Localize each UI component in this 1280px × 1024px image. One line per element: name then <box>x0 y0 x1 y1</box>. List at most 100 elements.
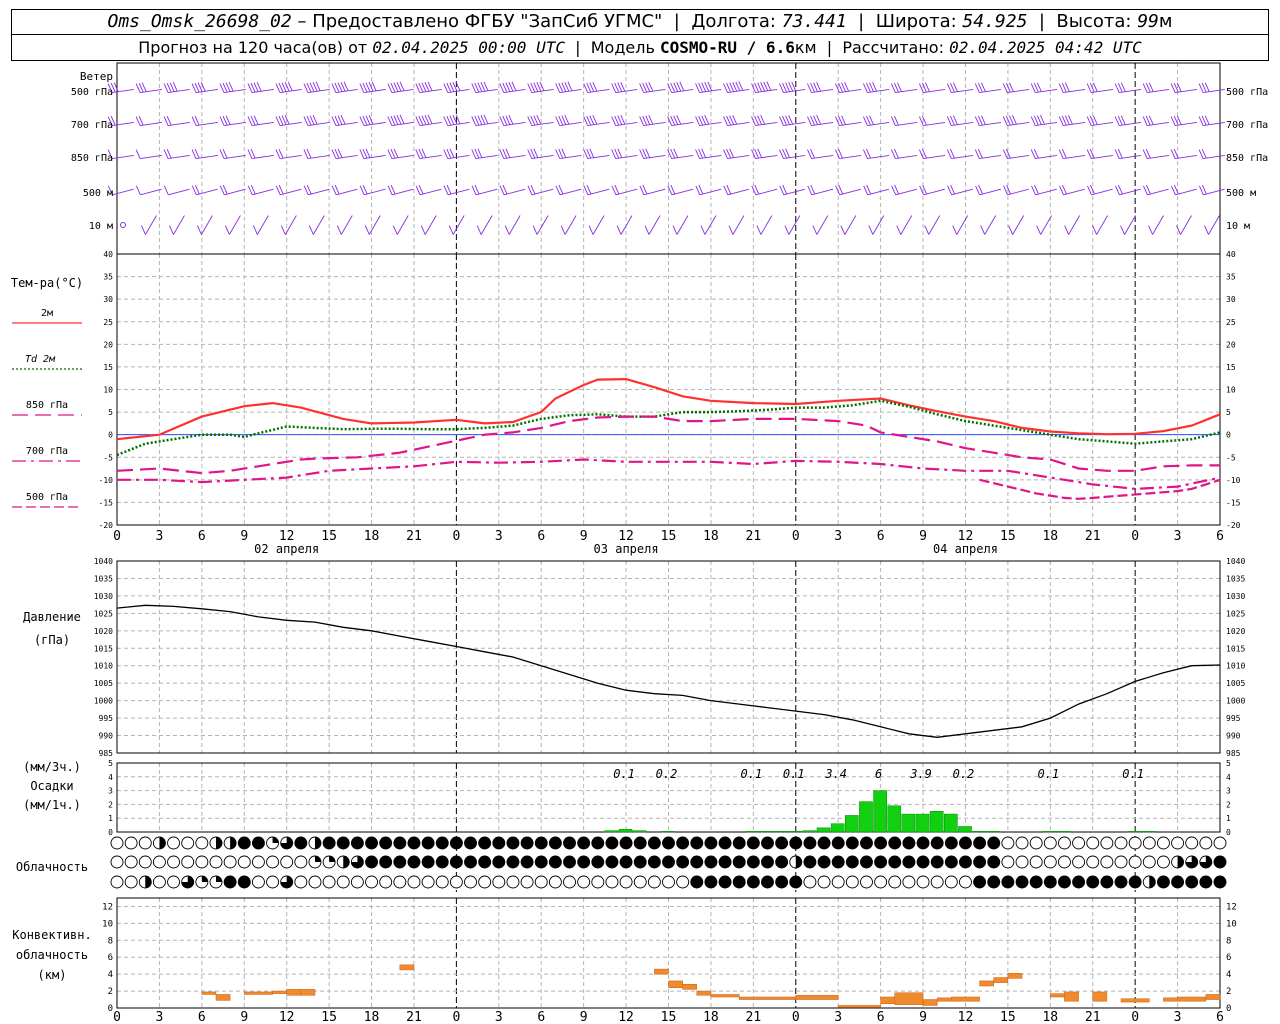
wind-barb <box>387 148 414 159</box>
cloud-symbol <box>379 836 393 850</box>
cloud-symbol <box>266 855 280 869</box>
wind-barb <box>946 115 974 126</box>
wind-barb <box>616 215 633 235</box>
cloud-symbol <box>803 855 817 869</box>
wind-level-label-right: 850 гПа <box>1226 153 1268 164</box>
pressure-tick-left: 1010 <box>94 662 113 671</box>
cloud-symbol <box>1114 875 1128 889</box>
wind-barb <box>1030 148 1058 159</box>
wind-barb <box>1114 82 1142 93</box>
cloud-symbol <box>916 836 930 850</box>
temp-tick-right: 40 <box>1226 250 1236 259</box>
cloud-symbol <box>195 836 209 850</box>
cloud-symbol <box>987 855 1001 869</box>
pressure-unit: (гПа) <box>34 633 70 647</box>
conv-cloud-bar <box>215 994 231 1001</box>
cloud-symbol <box>888 875 902 889</box>
conv-cloud-bar <box>201 991 217 995</box>
cloud-symbol <box>817 875 831 889</box>
wind-barb <box>308 215 325 235</box>
wind-barb <box>611 82 638 93</box>
wind-barb <box>1002 82 1030 93</box>
cloud-symbol <box>1072 836 1086 850</box>
temp-tick-right: 25 <box>1226 318 1236 327</box>
wind-level-label-left: 700 гПа <box>71 120 113 131</box>
cloud-symbol <box>393 875 407 889</box>
cloud-symbol <box>775 855 789 869</box>
wind-level-label-left: 850 гПа <box>71 153 113 164</box>
precip-unit-3h: (мм/3ч.) <box>23 760 81 774</box>
precip-bar <box>944 813 958 833</box>
cloud-symbol <box>959 855 972 869</box>
wind-barb <box>1120 215 1136 235</box>
temp-series-line <box>116 377 1221 441</box>
cloud-symbol <box>195 855 209 869</box>
conv-cloud-bar <box>272 990 287 994</box>
cloud-symbol <box>1029 836 1043 850</box>
conv-cloud-bar <box>654 968 669 975</box>
cloud-symbol <box>1156 875 1170 889</box>
wind-barb <box>527 115 554 126</box>
legend-850-label: 850 гПа <box>26 400 68 411</box>
cloud-symbol <box>732 836 746 850</box>
cloud-symbol <box>1128 836 1142 850</box>
precip-tick-right: 0 <box>1226 828 1231 837</box>
wind-barb <box>504 215 521 235</box>
cloud-symbol <box>1100 836 1114 850</box>
cloud-symbol <box>237 836 251 850</box>
cloud-symbol-fill <box>145 876 152 888</box>
conv-cloud-bar <box>1120 998 1150 1003</box>
wind-barb <box>890 82 918 93</box>
temp-tick-right: -20 <box>1226 521 1241 530</box>
x-tick-label: 3 <box>1174 529 1182 544</box>
wind-level-label-left: 500 гПа <box>71 87 113 98</box>
cloud-symbol <box>435 875 449 889</box>
cloud-symbol <box>831 855 845 869</box>
cloud-symbol <box>449 875 463 889</box>
pressure-tick-left: 995 <box>99 714 114 723</box>
cloud-symbol <box>336 836 350 850</box>
precip-sum-label: 0.2 <box>953 767 975 781</box>
cloud-symbol <box>350 836 364 850</box>
conv-cloud-bar <box>795 995 839 1000</box>
wind-barb <box>1170 82 1197 93</box>
wind-barb <box>247 184 274 196</box>
cloud-symbol <box>110 875 124 889</box>
wind-barb <box>252 215 269 235</box>
cloud-symbol <box>1128 875 1142 889</box>
x-tick-label-bottom: 9 <box>580 1010 588 1024</box>
cloud-symbol <box>421 875 435 889</box>
pressure-tick-right: 1030 <box>1226 592 1245 601</box>
cloud-symbol-fill <box>314 837 321 849</box>
conv-tick-right: 0 <box>1226 1004 1231 1014</box>
cloud-symbol <box>1171 836 1185 850</box>
cloud-symbol <box>167 836 181 850</box>
x-tick-label: 3 <box>834 529 842 544</box>
wind-barb <box>331 115 358 126</box>
wind-barb <box>303 81 330 93</box>
wind-barb <box>1170 184 1197 196</box>
separator: | <box>852 11 870 32</box>
cloud-symbol <box>775 875 789 889</box>
wind-barb <box>191 184 218 196</box>
wind-barb <box>644 215 661 235</box>
cloud-symbol <box>322 875 336 889</box>
cloud-symbol <box>633 836 647 850</box>
precip-unit-1h: (мм/1ч.) <box>23 798 81 812</box>
cloud-cover-symbols <box>110 836 1227 889</box>
precip-bar <box>816 827 831 833</box>
wind-barb <box>303 115 330 126</box>
cloud-symbol <box>930 855 944 869</box>
conv-cloud-bar <box>1050 993 1065 998</box>
altitude-unit: м <box>1158 11 1173 32</box>
separator: | <box>1033 11 1051 32</box>
cloud-symbol <box>973 875 987 889</box>
temp-tick-left: -5 <box>103 453 113 462</box>
cloud-symbol-fill <box>215 837 222 849</box>
cloud-symbol <box>1086 875 1100 889</box>
wind-barb <box>527 81 554 93</box>
cloud-symbol <box>888 836 902 850</box>
wind-barb <box>555 148 582 159</box>
conv-unit: (км) <box>38 968 67 982</box>
cloud-symbol <box>845 855 859 869</box>
